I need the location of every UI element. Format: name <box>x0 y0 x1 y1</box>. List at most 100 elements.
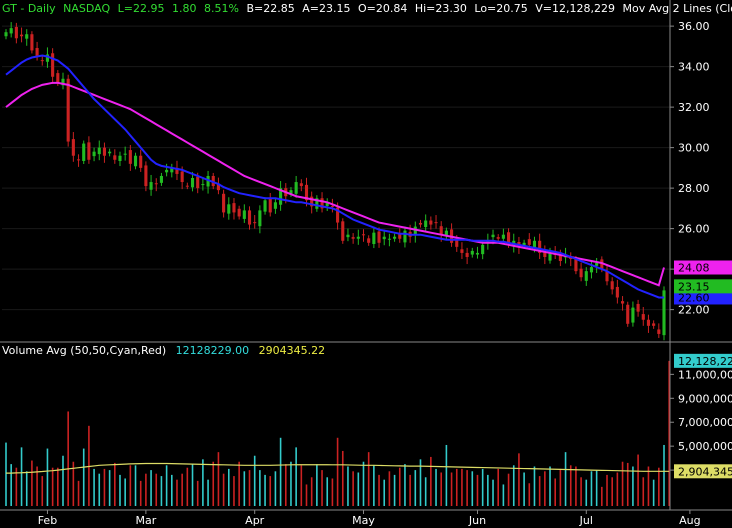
candle-body <box>139 155 143 168</box>
candle-body <box>424 220 428 228</box>
candle <box>102 142 106 163</box>
candle <box>470 247 474 258</box>
candle-body <box>165 169 169 173</box>
date-tick-label: Aug <box>679 514 700 527</box>
candle <box>641 306 645 326</box>
candle <box>444 227 448 239</box>
candle-body <box>315 198 319 209</box>
candle-body <box>82 143 86 161</box>
candle-body <box>465 252 469 257</box>
candle <box>615 279 619 304</box>
candle-body <box>610 281 614 290</box>
candle-body <box>429 220 433 225</box>
candle-body <box>382 236 386 240</box>
candle <box>304 177 309 207</box>
candle <box>201 176 205 191</box>
candle-body <box>304 184 309 201</box>
candle-body <box>558 253 562 262</box>
candle <box>424 214 428 232</box>
candle-body <box>273 202 277 209</box>
price-tick-label: 26.00 <box>678 223 710 236</box>
candle-body <box>532 240 537 248</box>
candle-body <box>361 234 366 236</box>
candle <box>139 149 143 172</box>
volume-badge: 12,128,229 <box>674 353 732 368</box>
candle-body <box>25 34 29 39</box>
candle-body <box>652 323 656 326</box>
candle <box>279 181 283 211</box>
price-tick-label: 32.00 <box>678 101 710 114</box>
candle-body <box>403 230 407 243</box>
candle <box>159 172 163 186</box>
candle <box>403 226 407 248</box>
candle <box>646 314 651 333</box>
candle-body <box>299 183 303 187</box>
candle <box>4 29 8 40</box>
candle-body <box>620 301 625 304</box>
candle <box>631 301 635 327</box>
candle <box>242 204 246 223</box>
ma20-badge: 22.60 <box>674 290 732 305</box>
candle-body <box>237 208 241 217</box>
candle-body <box>253 222 257 224</box>
ma50-line <box>5 81 665 287</box>
candle-body <box>527 239 531 245</box>
candle <box>154 178 158 192</box>
price-change: 1.80 <box>172 2 197 15</box>
candle-body <box>19 34 24 37</box>
candle-body <box>641 314 645 320</box>
candle-body <box>61 78 65 86</box>
date-tick-label: Feb <box>38 514 57 527</box>
candle-body <box>387 238 391 240</box>
ma50-badge: 24.08 <box>674 260 732 275</box>
candle-body <box>341 221 345 241</box>
volume-study-label: Volume Avg (50,50,Cyan,Red) <box>2 344 167 357</box>
candle <box>595 257 599 273</box>
candle <box>589 260 594 279</box>
last-price-badge: 23.15 <box>674 279 732 294</box>
candle-body <box>133 155 138 167</box>
candle <box>496 234 500 242</box>
candle-body <box>232 203 236 213</box>
candle <box>40 56 44 66</box>
candle-body <box>227 204 231 214</box>
candle-body <box>87 142 91 160</box>
candle-body <box>310 196 314 207</box>
candle <box>268 192 272 217</box>
candle-body <box>144 165 148 187</box>
candle-body <box>325 202 329 206</box>
candle-body <box>481 244 485 255</box>
candle <box>372 226 376 249</box>
candle <box>481 240 485 260</box>
candle <box>97 140 101 161</box>
candle-body <box>123 153 127 155</box>
candle <box>232 198 236 220</box>
candle <box>92 147 96 162</box>
candle <box>118 151 122 167</box>
candle-body <box>66 78 70 142</box>
candle <box>299 179 303 192</box>
candle-body <box>393 236 397 239</box>
candle-body <box>40 60 44 62</box>
price-tick-label: 34.00 <box>678 61 710 74</box>
candle-body <box>434 222 438 224</box>
ma50-badge-bg <box>674 260 732 275</box>
candle-body <box>294 182 298 194</box>
candle <box>66 74 70 147</box>
candle <box>543 245 547 265</box>
candle-body <box>605 271 609 282</box>
candle-body <box>113 155 117 160</box>
candle <box>237 205 241 220</box>
study-label: Mov Avg 2 Lines (Close,20 <box>622 2 732 15</box>
candle-body <box>507 232 511 243</box>
candle <box>133 152 138 170</box>
candle <box>30 31 34 54</box>
last-price-badge-bg <box>674 279 732 294</box>
candle <box>61 72 65 90</box>
volume-tick-label: 9,000,000 <box>678 392 732 405</box>
candle <box>356 229 360 245</box>
candle <box>190 171 195 192</box>
candle-body <box>615 286 619 298</box>
candle-body <box>460 249 464 253</box>
